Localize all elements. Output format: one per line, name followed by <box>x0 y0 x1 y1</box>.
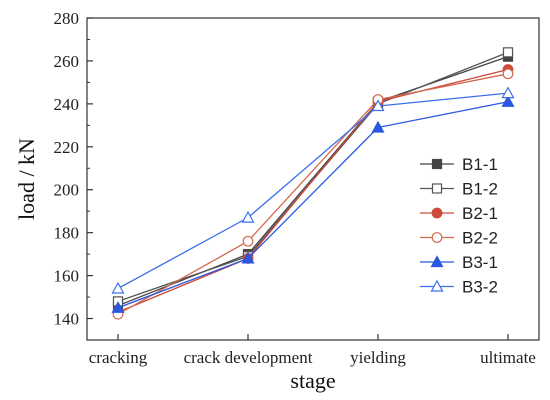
legend-marker <box>431 158 443 170</box>
legend-label: B3-1 <box>462 253 498 272</box>
legend-marker <box>430 279 444 292</box>
x-tick-label: ultimate <box>480 348 536 367</box>
series-layer <box>111 47 515 320</box>
x-tick-label: crack development <box>184 348 313 367</box>
y-tick-label: 260 <box>54 52 80 71</box>
legend-item: B1-2 <box>420 180 498 199</box>
y-tick-label: 180 <box>54 224 80 243</box>
legend-label: B3-2 <box>462 278 498 297</box>
y-tick-label: 200 <box>54 181 80 200</box>
series-line <box>117 92 509 290</box>
legend-marker <box>431 232 443 243</box>
series-line <box>117 101 509 309</box>
data-point <box>371 120 385 133</box>
data-point <box>502 47 514 58</box>
data-point <box>501 94 515 107</box>
y-tick-label: 220 <box>54 138 80 157</box>
legend-item: B2-2 <box>420 229 498 248</box>
legend-item: B2-1 <box>420 204 498 223</box>
data-point <box>111 301 125 313</box>
data-point <box>111 281 125 294</box>
legend-item: B3-2 <box>420 278 498 297</box>
series-line <box>117 51 509 302</box>
y-tick-label: 140 <box>54 310 80 329</box>
data-point <box>242 235 254 247</box>
data-point <box>371 99 385 112</box>
plot-frame <box>86 17 540 341</box>
x-tick-label: cracking <box>89 348 148 367</box>
series-B1-1 <box>112 51 514 311</box>
data-point <box>502 68 514 80</box>
data-point <box>241 251 255 264</box>
plot-border <box>86 17 540 341</box>
x-tick-label: yielding <box>350 348 406 367</box>
series-line <box>117 73 509 315</box>
legend: B1-1 B1-2 B2-1 B2-2 B3-1 B3-2 <box>420 155 498 297</box>
series-line <box>117 56 509 307</box>
data-point <box>241 210 255 223</box>
y-axis-title: load / kN <box>14 138 39 220</box>
legend-item: B1-1 <box>420 155 498 174</box>
series-B3-1 <box>111 94 515 313</box>
y-tick-label: 160 <box>54 267 80 286</box>
legend-label: B1-2 <box>462 180 498 199</box>
x-axis: cracking crack development yielding ultimat… <box>89 334 536 367</box>
data-point <box>501 86 515 99</box>
legend-marker <box>430 255 444 268</box>
legend-label: B2-2 <box>462 229 498 248</box>
legend-label: B2-1 <box>462 204 498 223</box>
legend-label: B1-1 <box>462 155 498 174</box>
legend-marker <box>431 207 443 219</box>
series-B3-2 <box>111 86 515 294</box>
series-B2-2 <box>112 68 514 320</box>
series-line <box>117 68 509 313</box>
legend-item: B3-1 <box>420 253 498 272</box>
series-B1-2 <box>112 47 514 307</box>
y-tick-label: 240 <box>54 95 80 114</box>
series-B2-1 <box>112 64 514 318</box>
y-tick-label: 280 <box>54 9 80 28</box>
legend-marker <box>431 183 443 194</box>
y-axis: 140 160 180 200 220 240 260 280 <box>54 9 93 341</box>
x-axis-title: stage <box>290 368 335 393</box>
